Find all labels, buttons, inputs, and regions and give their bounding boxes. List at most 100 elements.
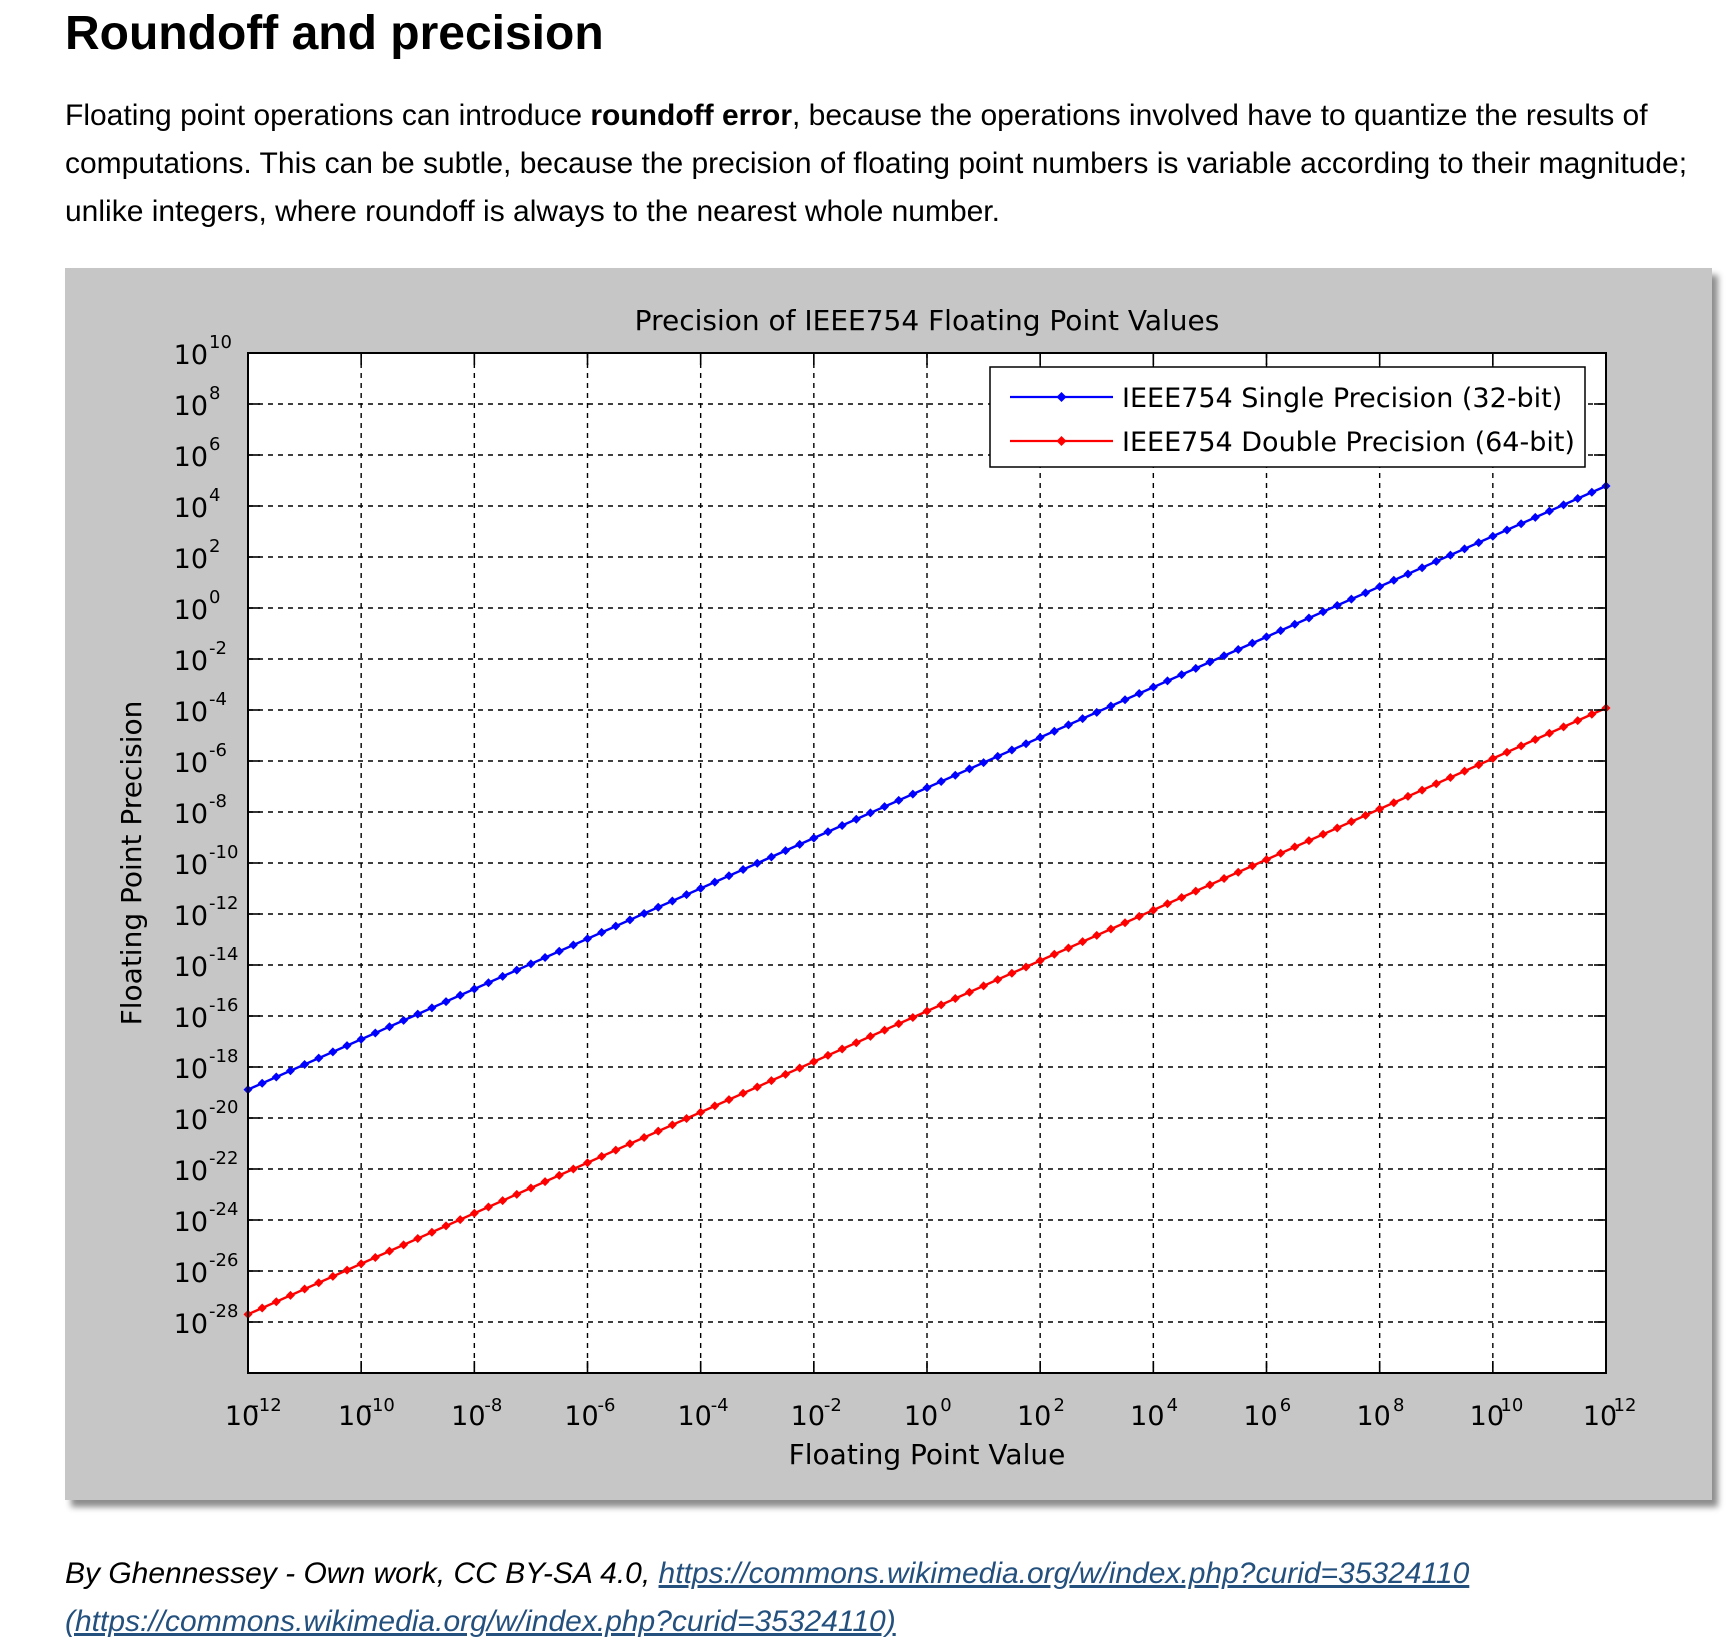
y-tick-exponent: -2 [209,638,227,659]
y-tick-exponent: -16 [209,995,238,1016]
series-marker-1 [809,1057,819,1067]
series-marker-1 [837,1044,847,1054]
series-marker-1 [554,1170,564,1180]
series-marker-0 [1474,538,1484,548]
series-marker-0 [1106,701,1116,711]
series-marker-1 [936,1000,946,1010]
x-tick-label: 10 [1017,1401,1051,1432]
series-marker-0 [993,751,1003,761]
series-marker-1 [540,1177,550,1187]
series-marker-1 [667,1120,677,1130]
series-marker-0 [979,758,989,768]
series-marker-0 [837,821,847,831]
x-tick-exponent: -2 [824,1395,842,1416]
series-marker-0 [1219,651,1229,661]
y-tick-label: 10 [174,544,208,575]
series-marker-0 [1021,739,1031,749]
y-tick-label: 10 [174,1054,208,1085]
series-marker-0 [653,902,663,912]
series-marker-1 [1290,842,1300,852]
series-marker-0 [922,783,932,793]
series-marker-1 [865,1031,875,1041]
series-marker-0 [1049,726,1059,736]
x-tick-label: 10 [225,1401,259,1432]
series-marker-0 [413,1009,423,1019]
series-marker-0 [908,789,918,799]
series-marker-1 [1361,810,1371,820]
series-marker-0 [1573,494,1583,504]
series-marker-1 [682,1114,692,1124]
series-marker-0 [469,984,479,994]
series-marker-1 [1389,798,1399,808]
series-marker-1 [639,1132,649,1142]
series-marker-1 [257,1303,267,1313]
x-tick-label: 10 [1130,1401,1164,1432]
series-marker-1 [851,1038,861,1048]
y-tick-exponent: 2 [209,536,220,557]
series-marker-0 [1460,544,1470,554]
caption-link-repeat[interactable]: (https://commons.wikimedia.org/w/index.p… [65,1605,896,1638]
x-tick-label: 10 [904,1401,938,1432]
series-marker-1 [979,981,989,991]
series-marker-0 [540,953,550,963]
series-marker-1 [1417,785,1427,795]
x-tick-label: 10 [338,1401,372,1432]
series-marker-0 [568,940,578,950]
caption-credit: By Ghennessey - Own work, CC BY-SA 4.0, [65,1557,659,1590]
series-marker-1 [922,1006,932,1016]
series-marker-1 [1304,836,1314,846]
series-marker-0 [370,1028,380,1038]
series-marker-1 [1346,817,1356,827]
y-tick-label: 10 [174,850,208,881]
intro-paragraph: Floating point operations can introduce … [65,92,1725,236]
y-tick-label: 10 [174,697,208,728]
legend-label-double: IEEE754 Double Precision (64-bit) [1122,427,1575,458]
series-marker-1 [1318,829,1328,839]
series-marker-0 [1389,575,1399,585]
series-marker-0 [257,1078,267,1088]
x-tick-exponent: 12 [1614,1395,1637,1416]
series-marker-1 [696,1107,706,1117]
series-marker-1 [1573,716,1583,726]
series-marker-1 [441,1221,451,1231]
series-marker-1 [1544,728,1554,738]
series-marker-1 [285,1290,295,1300]
series-marker-0 [300,1059,310,1069]
x-tick-exponent: 0 [940,1395,951,1416]
series-marker-0 [682,890,692,900]
series-marker-1 [724,1095,734,1105]
series-marker-0 [554,946,564,956]
y-tick-exponent: -12 [209,893,238,914]
series-marker-0 [1431,556,1441,566]
series-marker-0 [1290,619,1300,629]
series-marker-1 [752,1082,762,1092]
series-marker-0 [1035,732,1045,742]
x-tick-exponent: 10 [1500,1395,1523,1416]
series-layer [243,481,1611,1319]
y-tick-label: 10 [174,646,208,677]
series-marker-0 [1276,626,1286,636]
series-marker-0 [1134,688,1144,698]
series-marker-1 [1403,791,1413,801]
x-axis-label: Floating Point Value [789,1438,1066,1471]
series-marker-0 [1502,525,1512,535]
series-marker-0 [597,927,607,937]
series-marker-0 [1092,707,1102,717]
series-marker-0 [1247,638,1257,648]
series-marker-1 [1162,899,1172,909]
y-tick-exponent: -14 [209,944,238,965]
x-tick-label: 10 [1243,1401,1277,1432]
series-marker-1 [498,1196,508,1206]
series-marker-0 [1445,550,1455,560]
series-marker-0 [823,827,833,837]
y-tick-exponent: -28 [209,1301,238,1322]
x-tick-label: 10 [1583,1401,1617,1432]
y-axis-label: Floating Point Precision [115,701,148,1026]
series-marker-1 [1502,747,1512,757]
series-marker-1 [1078,937,1088,947]
caption-link[interactable]: https://commons.wikimedia.org/w/index.ph… [658,1557,1470,1590]
series-marker-1 [1134,911,1144,921]
series-marker-1 [1233,867,1243,877]
legend-label-single: IEEE754 Single Precision (32-bit) [1122,383,1562,414]
